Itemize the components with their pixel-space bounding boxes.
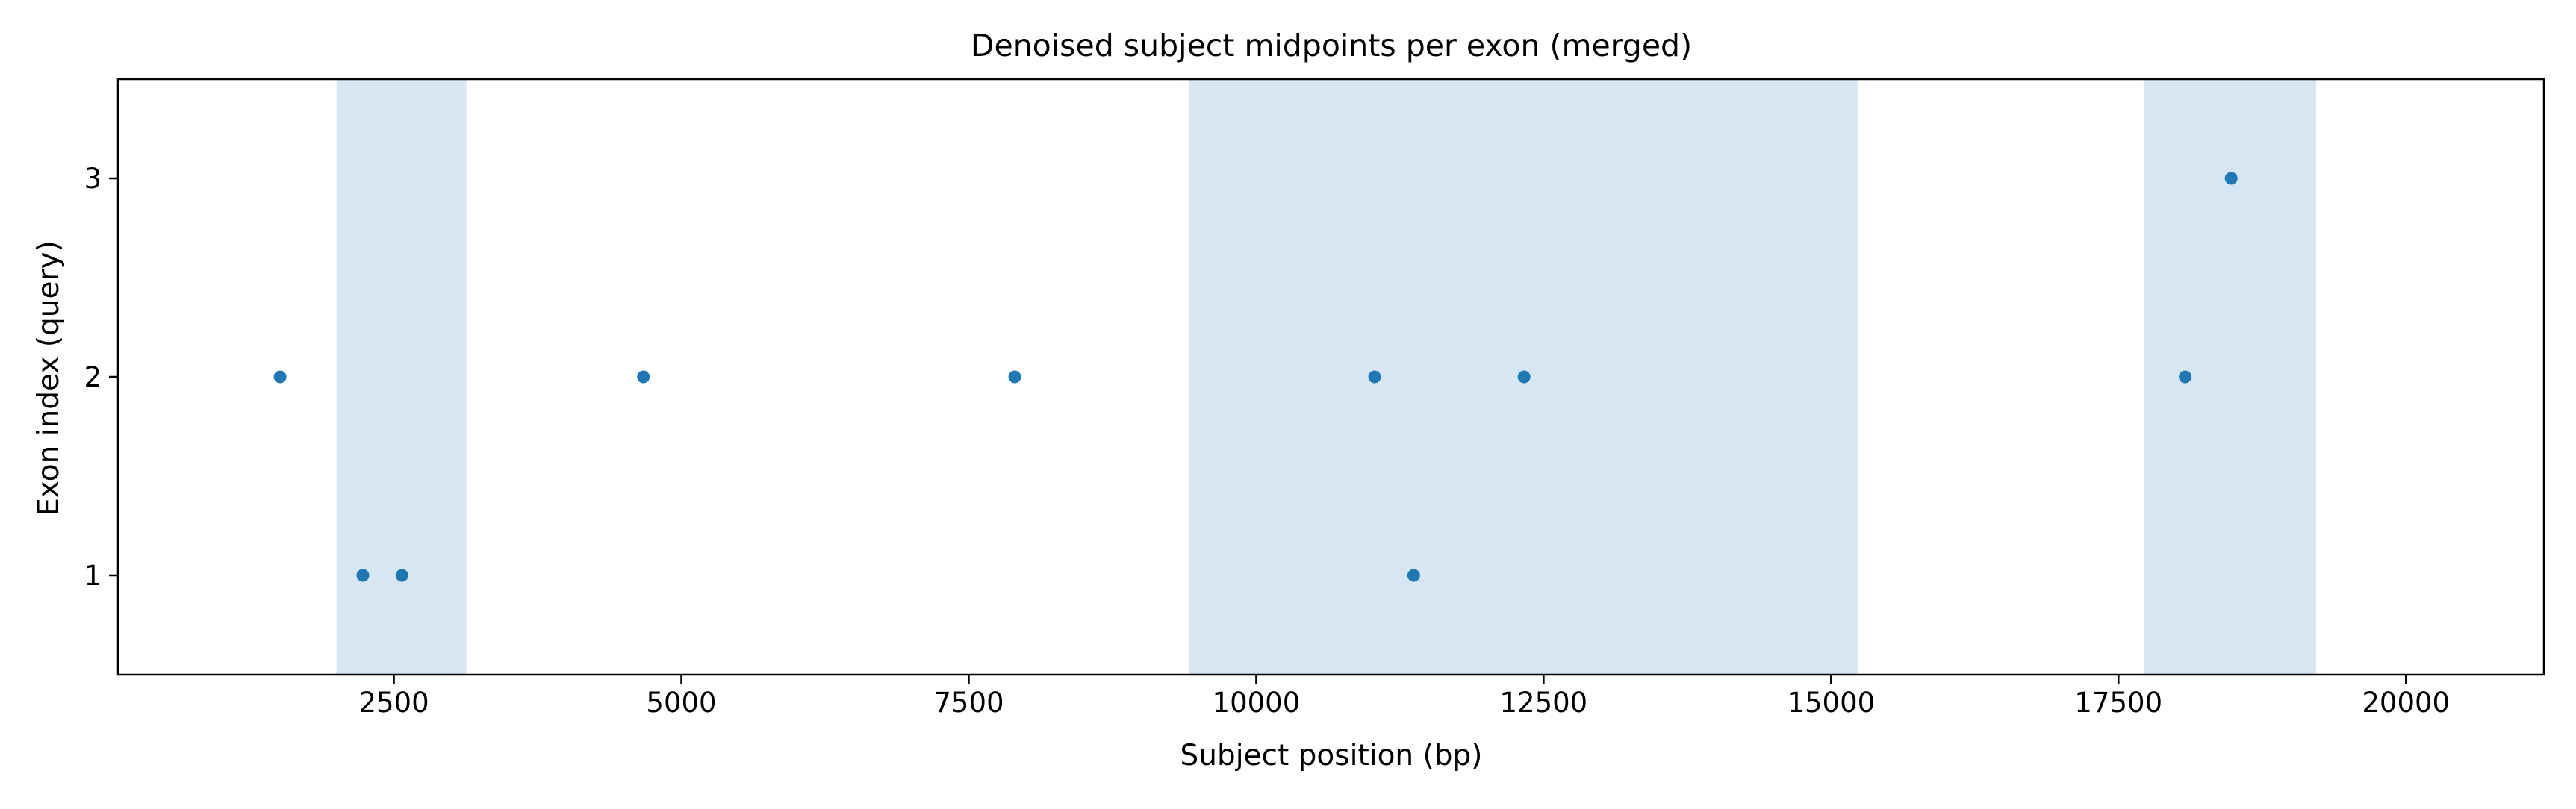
x-tick-label: 2500 xyxy=(358,687,429,719)
y-axis-label: Exon index (query) xyxy=(32,240,66,516)
data-point-8 xyxy=(1517,370,1531,384)
y-tick-label: 3 xyxy=(84,163,102,195)
data-point-4 xyxy=(637,370,650,384)
y-tick-label: 2 xyxy=(84,361,102,393)
data-point-3 xyxy=(395,569,408,582)
x-axis-label: Subject position (bp) xyxy=(1180,739,1482,772)
data-point-6 xyxy=(1368,370,1381,384)
x-tick-label: 5000 xyxy=(646,687,716,719)
x-tick-label: 17500 xyxy=(2074,687,2162,719)
data-point-7 xyxy=(1407,569,1420,582)
data-point-2 xyxy=(356,569,370,582)
x-tick-label: 10000 xyxy=(1213,687,1301,719)
x-tick-label: 20000 xyxy=(2362,687,2450,719)
chart-title: Denoised subject midpoints per exon (mer… xyxy=(971,28,1692,63)
data-points xyxy=(273,172,2238,582)
data-point-1 xyxy=(273,370,287,384)
x-tick-label: 7500 xyxy=(933,687,1004,719)
data-point-5 xyxy=(1008,370,1021,384)
data-point-9 xyxy=(2179,370,2192,384)
y-tick-label: 1 xyxy=(84,560,102,592)
y-axis-ticks: 1 2 3 xyxy=(84,163,118,592)
x-tick-label: 12500 xyxy=(1500,687,1588,719)
shaded-regions xyxy=(336,79,2317,675)
shaded-region-1 xyxy=(336,79,467,675)
x-tick-label: 15000 xyxy=(1787,687,1875,719)
shaded-region-3 xyxy=(2144,79,2317,675)
x-axis-ticks: 2500 5000 7500 10000 12500 15000 17500 20000 xyxy=(358,675,2450,719)
data-point-10 xyxy=(2224,172,2238,185)
